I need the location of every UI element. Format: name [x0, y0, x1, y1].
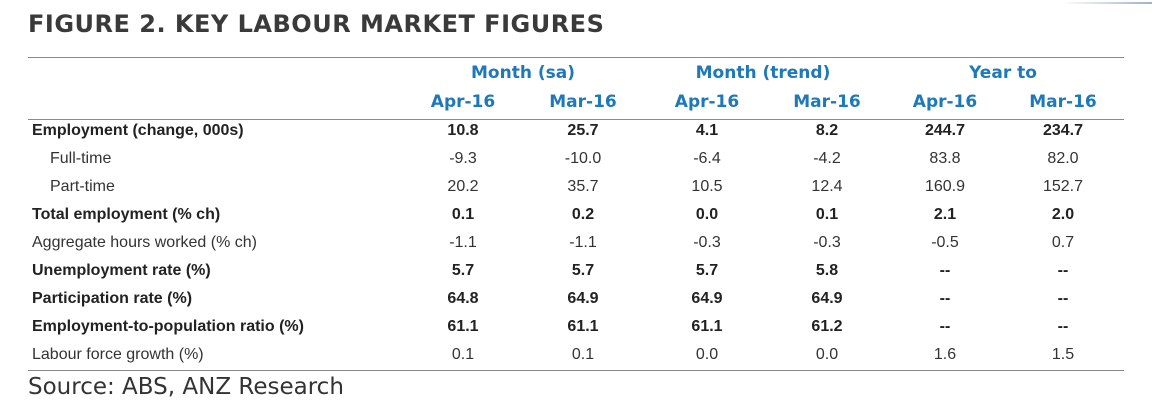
table-cell: --: [939, 262, 951, 279]
table-cell: 12.4: [811, 178, 843, 195]
decorative-corner-line: [1062, 2, 1152, 4]
table-cell: 244.7: [924, 122, 966, 139]
table-cell: 0.0: [695, 346, 719, 363]
table-cell: -6.4: [693, 150, 721, 167]
table-row: Employment (change, 000s) 10.8 25.7 4.1 8.2 2…: [28, 117, 1124, 145]
table-cell: -0.5: [931, 234, 959, 251]
table-cell: 5.7: [451, 262, 475, 279]
table-cell: 61.1: [691, 318, 723, 335]
table-cell: 20.2: [447, 178, 479, 195]
table-cell: 0.1: [571, 346, 595, 363]
table-bottom-rule: [28, 370, 1124, 371]
table-cell: 64.9: [691, 290, 723, 307]
group-header-year-to: Year to: [969, 63, 1037, 83]
table-cell: 0.1: [451, 206, 475, 223]
group-header-month-trend: Month (trend): [695, 63, 831, 83]
table-cell: -0.3: [813, 234, 841, 251]
row-label: Labour force growth (%): [32, 346, 204, 363]
table-cell: 4.1: [695, 122, 719, 139]
table-cell: 82.0: [1047, 150, 1079, 167]
source-note: Source: ABS, ANZ Research: [28, 374, 344, 400]
table-cell: 0.0: [815, 346, 839, 363]
table-cell: 64.9: [811, 290, 843, 307]
table-cell: 152.7: [1042, 178, 1084, 195]
table-row: Participation rate (%) 64.8 64.9 64.9 64.9 --…: [28, 285, 1124, 313]
table-row: Total employment (% ch) 0.1 0.2 0.0 0.1 2.1 2.…: [28, 201, 1124, 229]
table-cell: 0.0: [695, 206, 719, 223]
row-label: Total employment (% ch): [32, 206, 221, 223]
table-cell: --: [939, 290, 951, 307]
table-cell: -9.3: [449, 150, 477, 167]
row-label: Unemployment rate (%): [32, 262, 211, 279]
table-cell: -10.0: [564, 150, 602, 167]
table-cell: 61.2: [811, 318, 843, 335]
table-cell: --: [1057, 290, 1069, 307]
table-cell: 234.7: [1042, 122, 1084, 139]
period-header: Apr-16: [674, 92, 740, 112]
group-header-month-sa: Month (sa): [471, 63, 575, 83]
period-header: Mar-16: [793, 92, 861, 112]
table-cell: 0.2: [571, 206, 595, 223]
table-cell: -4.2: [813, 150, 841, 167]
table-cell: 160.9: [924, 178, 966, 195]
row-label: Full-time: [50, 150, 112, 167]
row-label: Part-time: [50, 178, 115, 195]
table-cell: 0.1: [815, 206, 839, 223]
table-cell: 61.1: [447, 318, 479, 335]
table-top-rule: [28, 57, 1124, 58]
table-cell: 25.7: [567, 122, 599, 139]
table-cell: 35.7: [567, 178, 599, 195]
table-cell: -1.1: [569, 234, 597, 251]
table-cell: 0.7: [1051, 234, 1075, 251]
table-cell: --: [1057, 318, 1069, 335]
table-header-rule: [28, 119, 1124, 120]
table-cell: 8.2: [815, 122, 839, 139]
table-cell: 5.7: [571, 262, 595, 279]
table-cell: 2.1: [933, 206, 957, 223]
table-cell: 0.1: [451, 346, 475, 363]
period-header: Mar-16: [1029, 92, 1097, 112]
table-cell: 5.7: [695, 262, 719, 279]
table-cell: 64.9: [567, 290, 599, 307]
table-cell: 5.8: [815, 262, 839, 279]
row-label: Participation rate (%): [32, 290, 193, 307]
table-cell: 1.6: [933, 346, 957, 363]
table-row: Aggregate hours worked (% ch) -1.1 -1.1 -0.…: [28, 229, 1124, 257]
figure-title: FIGURE 2. KEY LABOUR MARKET FIGURES: [28, 10, 605, 38]
period-header: Apr-16: [430, 92, 496, 112]
table-cell: 83.8: [929, 150, 961, 167]
table-cell: --: [1057, 262, 1069, 279]
row-label: Employment (change, 000s): [32, 122, 244, 139]
row-label: Employment-to-population ratio (%): [32, 318, 304, 335]
row-label: Aggregate hours worked (% ch): [32, 234, 257, 251]
table-cell: -0.3: [693, 234, 721, 251]
table-cell: 1.5: [1051, 346, 1075, 363]
table-cell: 61.1: [567, 318, 599, 335]
period-header: Mar-16: [549, 92, 617, 112]
table-row: Labour force growth (%) 0.1 0.1 0.0 0.0 1.6 1.…: [28, 341, 1124, 369]
table-cell: 10.5: [691, 178, 723, 195]
table-row: Employment-to-population ratio (%) 61.1 61…: [28, 313, 1124, 341]
table-row: Unemployment rate (%) 5.7 5.7 5.7 5.8 -- --: [28, 257, 1124, 285]
table-cell: 10.8: [447, 122, 479, 139]
period-header: Apr-16: [912, 92, 978, 112]
table-cell: --: [939, 318, 951, 335]
table-cell: 64.8: [447, 290, 479, 307]
table-row: Full-time -9.3 -10.0 -6.4 -4.2 83.8 82.0: [28, 145, 1124, 173]
table-cell: -1.1: [449, 234, 477, 251]
table-cell: 2.0: [1051, 206, 1075, 223]
table-row: Part-time 20.2 35.7 10.5 12.4 160.9 152.7: [28, 173, 1124, 201]
